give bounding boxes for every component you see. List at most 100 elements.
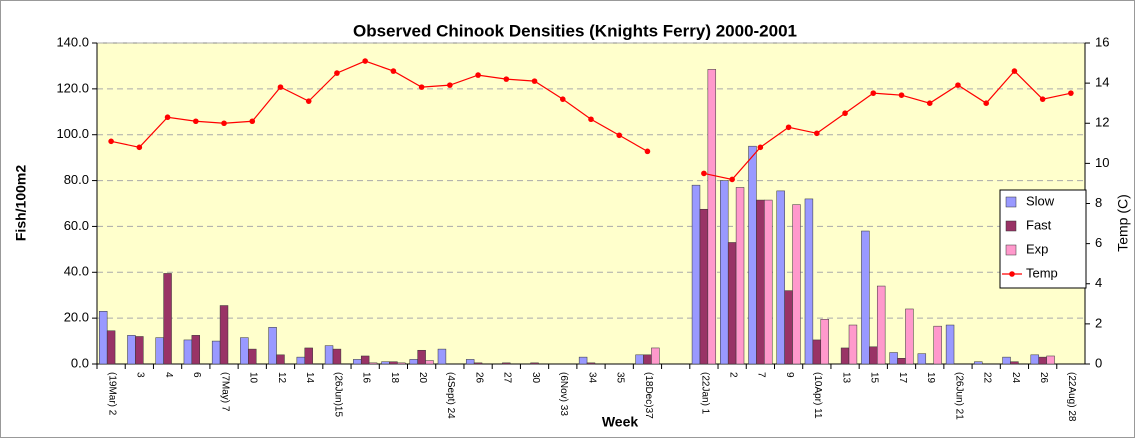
bar: [889, 352, 898, 365]
y2-tick-label: 4: [1095, 275, 1102, 290]
bar: [945, 324, 955, 365]
x-tick-label: 20: [417, 372, 428, 384]
bar: [163, 273, 172, 365]
bar: [776, 190, 785, 365]
line-marker: [503, 76, 510, 82]
legend-label: Slow: [1026, 193, 1055, 208]
x-tick-label: 10: [248, 372, 259, 384]
bar: [635, 354, 644, 365]
x-tick-label: (4Sept) 24: [445, 372, 456, 419]
x-tick-label: 14: [304, 372, 315, 384]
line-marker: [221, 120, 227, 127]
legend-label: Fast: [1026, 217, 1052, 232]
line-marker: [447, 82, 453, 88]
x-tick-label: 35: [615, 372, 626, 384]
bar: [764, 199, 773, 365]
x-tick-label: 27: [502, 372, 513, 384]
y-tick-label: 40.0: [64, 264, 89, 279]
y2-axis-label: Temp (C): [1115, 194, 1131, 252]
legend-label: Temp: [1026, 265, 1058, 280]
x-tick-label: 19: [925, 372, 936, 384]
line-marker: [588, 116, 594, 123]
bar: [425, 360, 434, 365]
bar: [848, 324, 858, 365]
y-tick-label: 120.0: [56, 80, 89, 95]
bar: [360, 355, 370, 365]
bar: [135, 336, 144, 365]
line-marker: [193, 118, 199, 125]
bar: [240, 337, 249, 365]
x-tick-label: (26Jun) 21: [953, 372, 964, 420]
line-marker: [701, 170, 707, 177]
line-marker: [249, 118, 256, 125]
legend-swatch: [1009, 271, 1015, 277]
x-tick-label: 3: [135, 372, 146, 378]
y-tick-label: 140.0: [56, 34, 89, 49]
bar: [707, 69, 717, 365]
bar: [699, 208, 709, 365]
legend-label: Exp: [1026, 241, 1048, 256]
bar: [643, 354, 652, 365]
bar: [1046, 355, 1055, 365]
bar: [268, 327, 277, 365]
x-tick-label: 30: [530, 372, 541, 384]
x-tick-label: (10Apr) 11: [812, 372, 823, 419]
bar: [691, 184, 701, 365]
bar: [897, 358, 906, 365]
x-tick-label: (26Jun)15: [332, 372, 343, 417]
line-marker: [926, 100, 933, 106]
y2-tick-label: 10: [1095, 155, 1109, 170]
bar: [578, 356, 588, 365]
x-tick-label: 13: [840, 372, 851, 384]
bar: [368, 362, 378, 365]
bar: [804, 198, 814, 365]
chart-title: Observed Chinook Densities (Knights Ferr…: [353, 21, 797, 40]
bar: [840, 347, 850, 365]
bar: [296, 356, 306, 365]
line-marker: [757, 144, 764, 151]
bar: [1010, 361, 1019, 365]
bar: [332, 348, 342, 365]
x-tick-label: 26: [473, 372, 484, 384]
line-marker: [616, 132, 623, 139]
bar: [437, 348, 447, 365]
x-tick-label: 2: [728, 372, 739, 378]
bar: [502, 362, 511, 365]
bar: [155, 337, 164, 365]
line-marker: [108, 138, 114, 145]
x-tick-label: 7: [756, 372, 767, 378]
x-tick-label: 22: [982, 372, 993, 384]
bar: [748, 145, 757, 365]
bar: [586, 362, 596, 365]
y2-tick-label: 6: [1095, 235, 1102, 250]
y-tick-label: 80.0: [64, 172, 89, 187]
x-tick-label: 16: [361, 372, 372, 384]
bar: [530, 362, 539, 365]
bar: [727, 242, 737, 365]
x-tick-label: 6: [191, 372, 202, 378]
x-tick-label: 12: [276, 372, 287, 384]
line-marker: [1011, 68, 1018, 74]
line-marker: [644, 148, 651, 155]
x-tick-label: 18: [389, 372, 400, 384]
x-tick-label: 9: [784, 372, 795, 378]
line-marker: [1068, 90, 1074, 96]
line-marker: [164, 114, 171, 121]
line: [110, 60, 1072, 181]
bar: [99, 311, 108, 365]
line-marker: [1039, 96, 1046, 102]
bar: [861, 230, 870, 365]
bar: [417, 349, 426, 365]
y2-tick-label: 8: [1095, 195, 1102, 210]
x-tick-label: 17: [897, 372, 908, 384]
bar: [812, 339, 822, 365]
x-tick-label: 24: [1010, 372, 1021, 384]
bar: [720, 180, 729, 365]
line-marker: [983, 100, 989, 106]
x-tick-label: 34: [586, 372, 597, 384]
bar: [211, 340, 221, 365]
bar: [127, 335, 136, 365]
legend-swatch: [1005, 196, 1017, 208]
bar: [917, 353, 927, 365]
bar: [820, 319, 829, 365]
